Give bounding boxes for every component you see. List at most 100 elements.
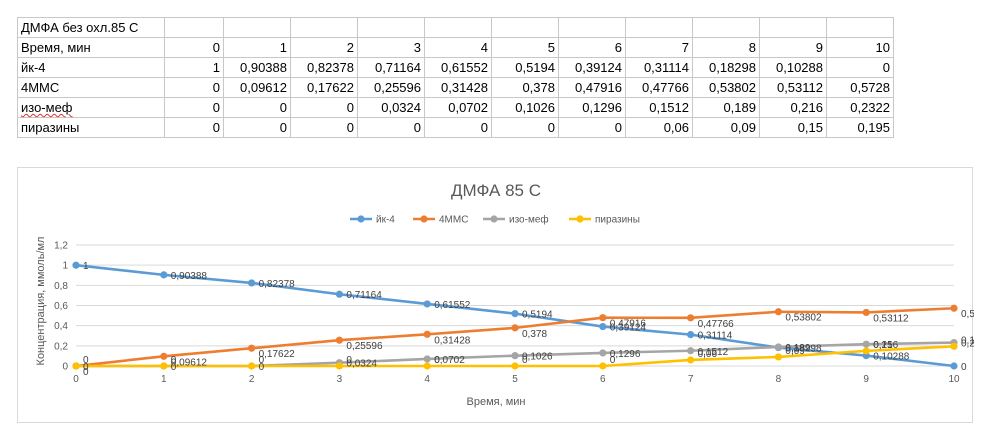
table-row: Время, мин 0 1 2 3 4 5 6 7 8 9 10 (17, 37, 894, 58)
x-tick-label: 2 (249, 374, 255, 385)
data-point (511, 352, 519, 360)
data-point (335, 290, 343, 298)
data-label: 0,189 (785, 343, 810, 354)
data-point (687, 331, 695, 339)
data-table: ДМФА без охл.85 С Время, мин 0 1 2 3 4 5 6 7 8 9 10 й… (17, 17, 894, 138)
data-point (774, 343, 783, 351)
table-cell: 0,39124 (558, 57, 626, 78)
table-cell: 0,82378 (290, 57, 358, 78)
data-label: 0,06 (698, 349, 718, 360)
table-cell (164, 17, 224, 38)
table-cell: 0,09 (692, 117, 760, 138)
data-label: 0 (961, 362, 967, 373)
table-cell (424, 17, 492, 38)
table-cell: 0,2322 (826, 97, 894, 118)
data-label: 0,5728 (961, 309, 974, 320)
data-point (687, 314, 695, 322)
table-cell: 0,71164 (357, 57, 425, 78)
data-label: 0,09 (785, 346, 805, 357)
legend-marker (490, 215, 498, 223)
table-cell: 0,53802 (692, 77, 760, 98)
data-label: 0,10288 (873, 352, 910, 363)
data-point (160, 352, 168, 360)
legend-marker (357, 215, 365, 223)
table-cell: 0,47766 (625, 77, 693, 98)
data-point (335, 362, 343, 370)
table-cell: 0,18298 (692, 57, 760, 78)
data-point (423, 355, 431, 363)
table-cell: 0,1512 (625, 97, 693, 118)
data-label: 0,0702 (434, 355, 465, 366)
data-label: 0 (346, 355, 352, 366)
table-cell (558, 17, 626, 38)
data-label: 0 (83, 355, 89, 366)
data-point (687, 356, 695, 364)
table-cell: 0 (223, 117, 291, 138)
table-cell: 0 (290, 97, 358, 118)
table-cell (625, 17, 693, 38)
table-cell: 0 (290, 117, 358, 138)
table-cell: 0,1296 (558, 97, 626, 118)
table-row: изо-меф 0 0 0 0,0324 0,0702 0,1026 0,1296 0,1512… (17, 97, 894, 118)
x-tick-label: 5 (512, 374, 518, 385)
table-row-label: пиразины (17, 117, 165, 138)
data-point (423, 330, 431, 338)
table-cell: 7 (625, 37, 693, 58)
table-cell: 9 (759, 37, 827, 58)
data-label: 0,53112 (873, 313, 909, 324)
y-tick-label: 1,2 (54, 241, 68, 252)
data-label: 0 (434, 355, 440, 366)
data-label: 0 (610, 355, 616, 366)
table-cell: 0 (826, 57, 894, 78)
y-tick-label: 1 (62, 261, 68, 272)
data-label: 0,47916 (610, 319, 647, 330)
data-label: 0 (259, 362, 265, 373)
x-tick-label: 4 (424, 374, 430, 385)
table-row-label: Время, мин (17, 37, 165, 58)
y-axis-label: Концентрация, ммоль/мл (35, 237, 47, 366)
x-tick-label: 9 (863, 374, 869, 385)
data-label: 0,71164 (346, 290, 382, 301)
data-point (950, 304, 958, 312)
row-label-text: пиразины (21, 120, 80, 135)
data-label: 0 (171, 362, 177, 373)
table-row-label: 4ММС (17, 77, 165, 98)
table-cell: 10 (826, 37, 894, 58)
legend-label: изо-меф (509, 214, 549, 226)
data-label: 0,18298 (785, 344, 822, 355)
y-tick-label: 0,6 (54, 301, 68, 312)
table-cell: 0 (164, 37, 224, 58)
data-point (335, 336, 343, 344)
table-cell: 0,216 (759, 97, 827, 118)
x-tick-label: 8 (776, 374, 782, 385)
data-label: 0,216 (873, 340, 898, 351)
data-point (774, 308, 783, 316)
table-cell: 0,61552 (424, 57, 492, 78)
table-cell (826, 17, 894, 38)
table-cell: 1 (223, 37, 291, 58)
data-point (72, 261, 80, 269)
table-cell: 0,09612 (223, 77, 291, 98)
table-cell: 0,378 (491, 77, 559, 98)
table-cell: 0 (164, 117, 224, 138)
legend-marker (576, 215, 584, 223)
line-chart: 0 0,2 0,4 0,6 0,8 1 1,2 0 1 2 3 4 5 6 7 8 9 10 1 0,90388 0,… (17, 167, 974, 423)
x-tick-label: 1 (161, 374, 167, 385)
data-point (862, 308, 870, 317)
table-cell: 0,31428 (424, 77, 492, 98)
table-row: 4ММС 0 0,09612 0,17622 0,25596 0,31428 0,378 0,… (17, 77, 894, 98)
table-cell: 0,31114 (625, 57, 693, 78)
data-label: 0,90388 (171, 271, 208, 282)
data-label: 0,53802 (785, 313, 822, 324)
table-cell (692, 17, 760, 38)
legend-label: 4ММС (439, 215, 468, 226)
table-cell: 0 (424, 117, 492, 138)
table-cell: 0,17622 (290, 77, 358, 98)
legend-marker (420, 215, 428, 223)
data-point (423, 362, 431, 370)
data-point (774, 353, 783, 361)
table-cell: 0,10288 (759, 57, 827, 78)
table-cell: 0,5194 (491, 57, 559, 78)
y-tick-label: 0,8 (54, 281, 68, 292)
table-cell: 6 (558, 37, 626, 58)
